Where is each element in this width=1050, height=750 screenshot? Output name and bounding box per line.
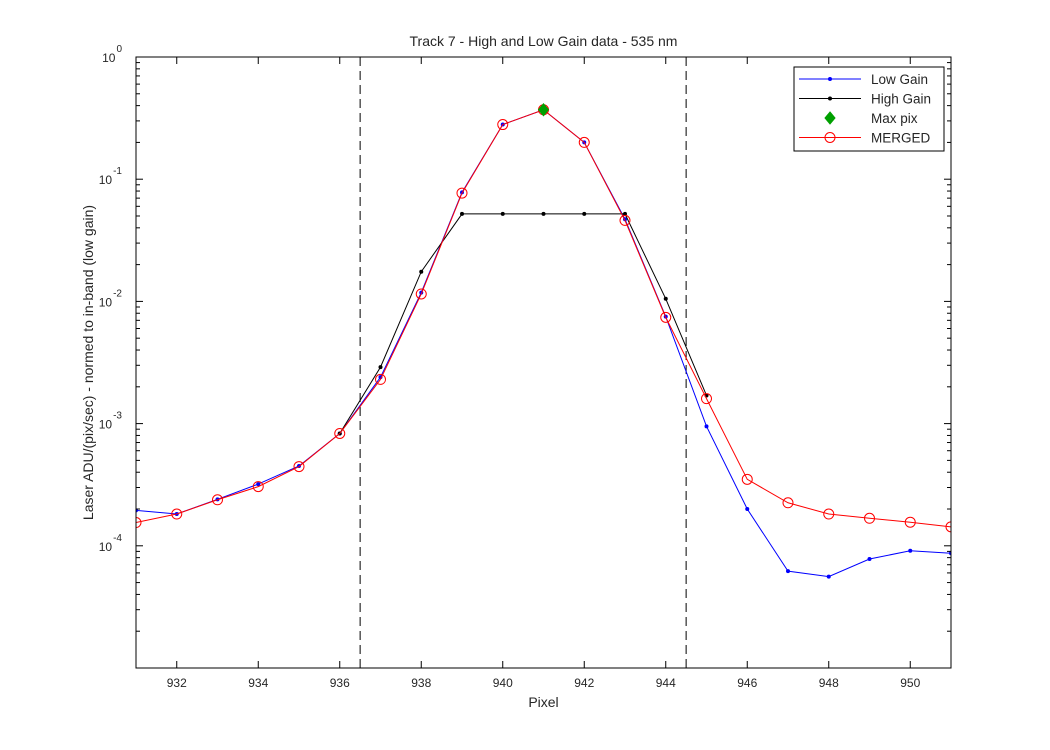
series-line-high-gain bbox=[339, 213, 707, 434]
point-merged bbox=[415, 288, 427, 300]
plot-frame bbox=[135, 56, 952, 669]
point-merged bbox=[212, 494, 223, 506]
point-low-gain bbox=[786, 569, 790, 574]
point-merged bbox=[293, 461, 305, 473]
x-tick-label: 950 bbox=[900, 676, 920, 690]
point-merged bbox=[660, 311, 672, 323]
legend-label-high-gain: High Gain bbox=[871, 92, 931, 107]
legend-label-merged: MERGED bbox=[871, 131, 931, 146]
plot-area bbox=[136, 57, 951, 668]
point-merged bbox=[701, 393, 712, 405]
legend-item-low-gain: Low Gain bbox=[799, 72, 928, 87]
point-merged bbox=[619, 214, 631, 226]
legend: Low Gain High Gain Max pix MERGED bbox=[793, 66, 945, 152]
x-axis: 932 934 936 938 940 942 944 946 948 950 bbox=[167, 57, 921, 690]
point-high-gain bbox=[378, 365, 383, 370]
legend-marker-high-gain bbox=[828, 96, 832, 101]
point-low-gain bbox=[745, 507, 750, 512]
point-merged bbox=[945, 521, 951, 533]
point-low-gain bbox=[256, 482, 261, 487]
point-high-gain bbox=[582, 211, 587, 216]
x-tick-label: 934 bbox=[248, 676, 268, 690]
x-tick-label: 938 bbox=[411, 676, 431, 690]
chart-title: Track 7 - High and Low Gain data - 535 n… bbox=[410, 33, 678, 49]
legend-item-merged: MERGED bbox=[799, 131, 931, 146]
point-high-gain bbox=[500, 211, 505, 216]
point-high-gain bbox=[460, 211, 464, 216]
point-merged bbox=[136, 517, 142, 529]
y-axis-label: Laser ADU/(pix/sec) - normed to in-band … bbox=[80, 205, 96, 520]
legend-label-max-pix: Max pix bbox=[871, 111, 918, 126]
point-merged bbox=[904, 516, 916, 528]
point-high-gain bbox=[663, 296, 668, 301]
x-tick-label: 936 bbox=[330, 676, 350, 690]
point-merged bbox=[782, 497, 794, 509]
point-merged bbox=[252, 481, 264, 493]
vertical-lines bbox=[359, 57, 687, 668]
legend-marker-low-gain bbox=[828, 77, 832, 81]
point-low-gain bbox=[908, 548, 913, 553]
point-low-gain bbox=[826, 574, 831, 579]
x-tick-label: 942 bbox=[574, 676, 594, 690]
point-merged bbox=[497, 119, 509, 131]
x-tick-label: 940 bbox=[493, 676, 513, 690]
point-merged bbox=[864, 512, 875, 524]
series-layer bbox=[136, 102, 951, 579]
legend-item-max-pix: Max pix bbox=[824, 111, 918, 126]
legend-marker-max-pix bbox=[824, 111, 836, 125]
legend-label-low-gain: Low Gain bbox=[871, 72, 928, 87]
point-low-gain bbox=[704, 424, 709, 429]
x-tick-label: 932 bbox=[167, 676, 187, 690]
x-tick-label: 944 bbox=[656, 676, 676, 690]
point-high-gain bbox=[623, 211, 627, 216]
point-merged bbox=[578, 136, 590, 148]
series-high-gain bbox=[337, 211, 709, 436]
point-merged bbox=[334, 427, 346, 439]
legend-marker-merged bbox=[824, 132, 836, 143]
x-tick-label: 946 bbox=[737, 676, 757, 690]
point-merged bbox=[171, 508, 183, 520]
point-high-gain bbox=[419, 269, 424, 274]
point-merged bbox=[741, 473, 753, 485]
point-low-gain bbox=[867, 556, 872, 561]
point-merged bbox=[375, 373, 386, 385]
point-merged bbox=[456, 187, 468, 199]
point-merged bbox=[823, 508, 835, 520]
point-high-gain bbox=[541, 211, 546, 216]
series-max-pix bbox=[537, 102, 550, 117]
legend-item-high-gain: High Gain bbox=[799, 92, 931, 107]
x-axis-label: Pixel bbox=[528, 694, 558, 710]
point-max-pix bbox=[537, 102, 550, 117]
x-tick-label: 948 bbox=[819, 676, 839, 690]
